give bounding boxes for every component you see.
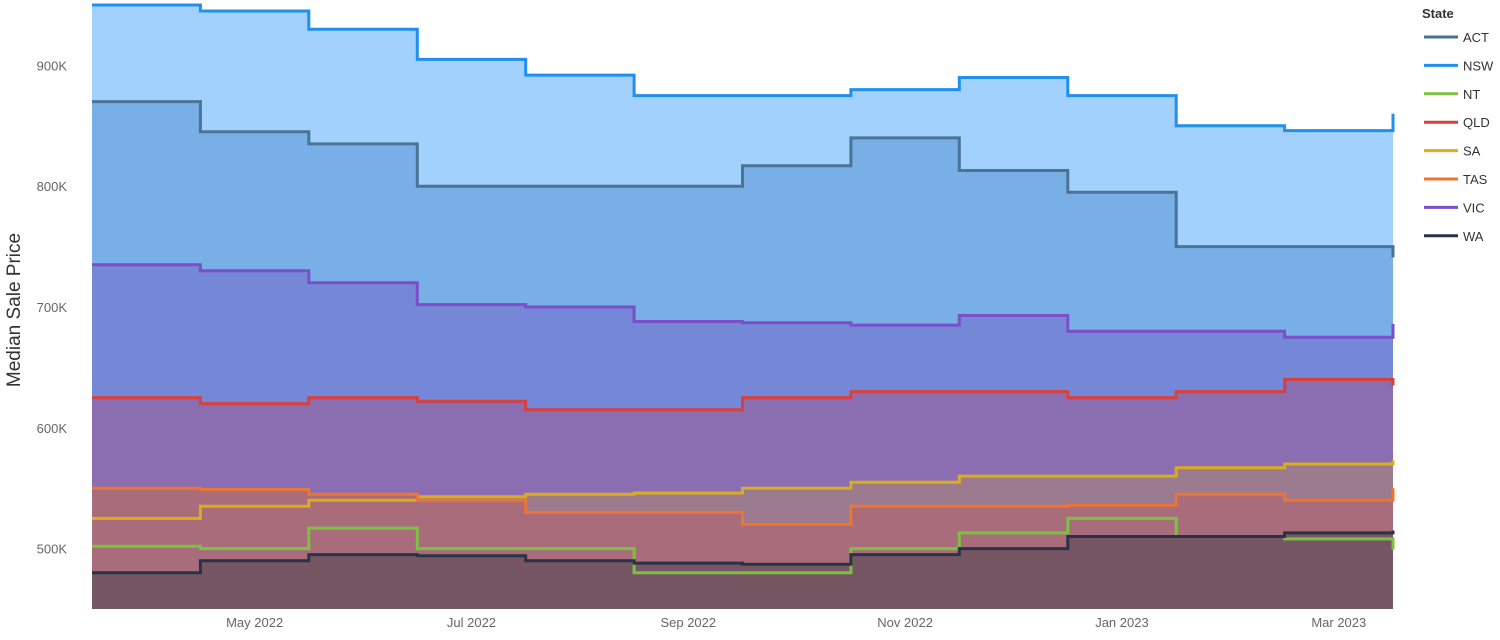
line-sa <box>92 460 1395 520</box>
legend-label-qld: QLD <box>1463 115 1490 130</box>
legend-label-sa: SA <box>1463 144 1481 159</box>
y-tick-label: 600K <box>37 421 68 436</box>
y-tick-label: 900K <box>37 58 68 73</box>
y-tick-label: 700K <box>37 300 68 315</box>
series-lines <box>92 3 1395 575</box>
y-tick-label: 800K <box>37 179 68 194</box>
legend-label-nsw: NSW <box>1463 58 1494 73</box>
line-tas <box>92 486 1395 526</box>
y-axis-ticks: 500K 600K 700K 800K 900K <box>37 58 68 556</box>
x-tick-label: May 2022 <box>226 615 283 630</box>
x-tick-label: Nov 2022 <box>877 615 933 630</box>
legend: State ACT NSW NT QLD SA TAS VIC WA <box>1422 6 1494 244</box>
legend-label-tas: TAS <box>1463 172 1488 187</box>
x-axis-ticks: May 2022 Jul 2022 Sep 2022 Nov 2022 Jan 2023… <box>226 615 1366 630</box>
line-qld <box>92 378 1395 412</box>
y-axis-title: Median Sale Price <box>4 233 25 387</box>
x-tick-label: Mar 2023 <box>1311 615 1366 630</box>
x-tick-label: Sep 2022 <box>660 615 716 630</box>
x-tick-label: Jul 2022 <box>447 615 496 630</box>
line-act <box>92 100 1395 258</box>
line-nsw <box>92 3 1395 133</box>
line-wa <box>92 530 1395 575</box>
legend-label-act: ACT <box>1463 30 1489 45</box>
y-tick-label: 500K <box>37 542 68 557</box>
x-tick-label: Jan 2023 <box>1095 615 1149 630</box>
area-wa <box>92 530 1393 609</box>
legend-label-nt: NT <box>1463 87 1480 102</box>
line-vic <box>92 263 1395 339</box>
legend-label-wa: WA <box>1463 229 1484 244</box>
legend-label-vic: VIC <box>1463 200 1485 215</box>
legend-title: State <box>1422 6 1454 21</box>
